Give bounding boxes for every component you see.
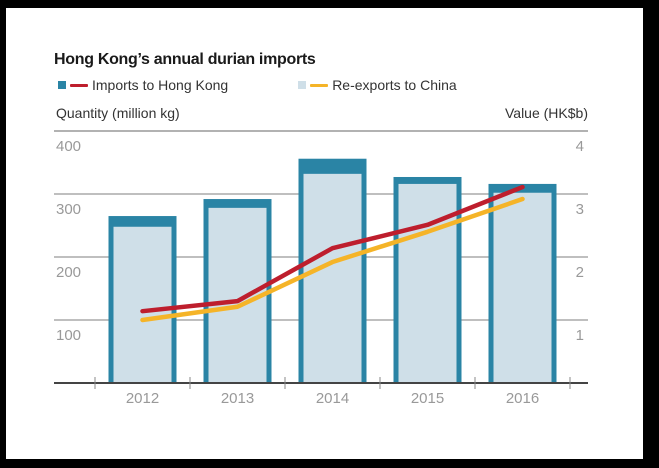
right-tick-label: 2 <box>576 264 584 281</box>
right-tick-label: 1 <box>576 327 584 344</box>
left-tick-label: 200 <box>56 264 81 281</box>
legend-item-imports: Imports to Hong Kong <box>58 77 228 93</box>
bar-reexports <box>493 192 552 383</box>
line-reexports <box>140 196 525 323</box>
bar-reexports <box>398 183 457 383</box>
legend: Imports to Hong Kong Re-exports to China <box>58 77 527 93</box>
x-tick-label: 2012 <box>126 390 159 407</box>
legend-swatch-reexports-line <box>310 83 329 87</box>
legend-swatch-imports-line <box>70 83 88 87</box>
right-tick-label: 4 <box>576 138 584 155</box>
x-tick-label: 2016 <box>506 390 539 407</box>
legend-item-reexports: Re-exports to China <box>298 77 457 93</box>
left-tick-label: 300 <box>56 201 81 218</box>
right-axis-title: Value (HK$b) <box>504 105 588 121</box>
right-tick-label: 3 <box>576 201 584 218</box>
legend-label-reexports: Re-exports to China <box>332 77 457 93</box>
x-tick-label: 2014 <box>316 390 349 407</box>
left-tick-label: 400 <box>56 138 81 155</box>
bar-reexports <box>303 173 362 383</box>
left-tick-label: 100 <box>56 327 81 344</box>
legend-label-imports: Imports to Hong Kong <box>92 77 229 93</box>
line-imports <box>140 184 525 314</box>
legend-swatch-reexports-bar <box>298 81 307 89</box>
x-tick-label: 2013 <box>221 390 254 407</box>
chart-title: Hong Kong’s annual durian imports <box>54 51 316 68</box>
x-tick-label: 2015 <box>411 390 444 407</box>
left-axis-title: Quantity (million kg) <box>56 105 180 121</box>
legend-swatch-imports-bar <box>58 81 66 89</box>
bar-reexports <box>113 226 172 383</box>
